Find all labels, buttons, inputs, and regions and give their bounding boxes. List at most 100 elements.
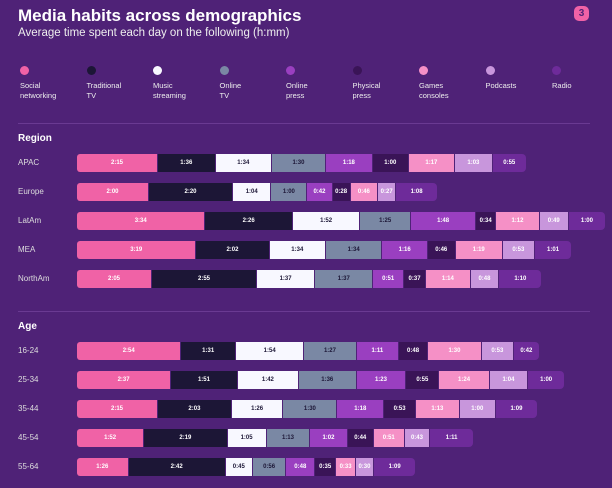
bar-segment: 1:37 bbox=[315, 270, 374, 288]
bar-segment: 1:26 bbox=[77, 458, 129, 476]
bar-segment: 1:00 bbox=[528, 371, 565, 389]
stacked-bar: 3:34 2:26 1:52 1:25 1:48 0:34 1:12 0:49 1:00 bbox=[77, 212, 605, 230]
bar-segment: 1:24 bbox=[439, 371, 490, 389]
bar-segment: 1:18 bbox=[325, 154, 373, 172]
stacked-bar: 2:54 1:31 1:54 1:27 1:11 0:48 1:30 0:53 0:42 bbox=[77, 342, 539, 360]
row-label: 25-34 bbox=[18, 375, 39, 384]
bar-segment: 0:44 bbox=[347, 429, 374, 447]
bar-segment: 1:01 bbox=[534, 241, 572, 259]
bar-segment: 1:09 bbox=[495, 400, 538, 418]
row-label: 55-64 bbox=[18, 462, 39, 471]
legend-swatch bbox=[286, 66, 295, 75]
bar-segment: 1:00 bbox=[372, 154, 409, 172]
legend-label: Music streaming bbox=[153, 81, 186, 100]
row-label: LatAm bbox=[18, 216, 42, 225]
bar-segment: 1:30 bbox=[283, 400, 338, 418]
bar-segment: 1:19 bbox=[455, 241, 503, 259]
legend-swatch bbox=[552, 66, 561, 75]
bar-segment: 0:55 bbox=[406, 371, 440, 389]
legend-item: Social networking bbox=[20, 66, 86, 101]
stacked-bar: 2:15 2:03 1:26 1:30 1:18 0:53 1:13 1:00 1:09 bbox=[77, 400, 538, 418]
stacked-bar: 2:37 1:51 1:42 1:36 1:23 0:55 1:24 1:04 1:00 bbox=[77, 371, 565, 389]
section-heading: Age bbox=[18, 321, 37, 332]
chart-subtitle: Average time spent each day on the follo… bbox=[18, 27, 290, 39]
legend-swatch bbox=[219, 66, 229, 75]
stacked-bar: 1:52 2:19 1:05 1:13 1:02 0:44 0:51 0:43 1:11 bbox=[77, 429, 473, 447]
bar-segment: 0:56 bbox=[252, 458, 287, 476]
bar-segment: 1:00 bbox=[271, 183, 308, 201]
stacked-bar: 2:00 2:20 1:04 1:00 0:42 0:28 0:46 0:27 1:08 bbox=[77, 183, 437, 201]
bar-segment: 0:34 bbox=[475, 212, 497, 230]
bar-segment: 2:05 bbox=[77, 270, 152, 288]
bar-segment: 1:31 bbox=[181, 342, 236, 360]
bar-segment: 2:20 bbox=[149, 183, 233, 201]
chart-title: Media habits across demographics bbox=[18, 6, 302, 25]
bar-segment: 1:34 bbox=[215, 154, 272, 172]
bar-segment: 2:19 bbox=[144, 429, 228, 447]
bar-segment: 0:53 bbox=[481, 342, 514, 360]
bar-segment: 1:04 bbox=[489, 371, 529, 389]
bar-segment: 0:30 bbox=[355, 458, 374, 476]
legend-label: Online press bbox=[286, 81, 308, 100]
bar-segment: 1:14 bbox=[426, 270, 471, 288]
legend-item: Music streaming bbox=[153, 66, 219, 101]
bar-segment: 2:03 bbox=[158, 400, 232, 418]
bar-segment: 1:02 bbox=[310, 429, 348, 447]
bar-segment: 1:12 bbox=[496, 212, 540, 230]
bar-segment: 2:15 bbox=[77, 400, 158, 418]
bar-segment: 2:15 bbox=[77, 154, 158, 172]
bar-segment: 2:26 bbox=[205, 212, 293, 230]
bar-segment: 2:02 bbox=[196, 241, 270, 259]
bar-segment: 2:42 bbox=[128, 458, 226, 476]
bar-segment: 1:00 bbox=[568, 212, 605, 230]
legend-item: Radio bbox=[552, 66, 612, 91]
bar-segment: 2:37 bbox=[77, 371, 172, 389]
bar-segment: 0:37 bbox=[403, 270, 427, 288]
divider bbox=[18, 311, 590, 312]
legend-item: Traditional TV bbox=[86, 66, 153, 101]
bar-segment: 1:00 bbox=[459, 400, 496, 418]
stacked-bar: 2:15 1:36 1:34 1:30 1:18 1:00 1:17 1:03 0:55 bbox=[77, 154, 526, 172]
bar-segment: 0:42 bbox=[513, 342, 539, 360]
bar-segment: 0:48 bbox=[470, 270, 500, 288]
bar-segment: 1:05 bbox=[227, 429, 267, 447]
bar-segment: 1:30 bbox=[427, 342, 482, 360]
bar-segment: 1:17 bbox=[408, 154, 455, 172]
row-label: APAC bbox=[18, 158, 40, 167]
stacked-bar: 3:19 2:02 1:34 1:34 1:16 0:46 1:19 0:53 1:01 bbox=[77, 241, 572, 259]
bar-segment: 0:51 bbox=[373, 429, 405, 447]
bar-segment: 0:51 bbox=[373, 270, 404, 288]
row-label: 16-24 bbox=[18, 346, 39, 355]
legend-label: Social networking bbox=[20, 81, 57, 100]
stacked-bar: 1:26 2:42 0:45 0:56 0:48 0:35 0:33 0:30 1:09 bbox=[77, 458, 416, 476]
legend-label: Physical press bbox=[352, 81, 381, 100]
bar-segment: 1:23 bbox=[356, 371, 407, 389]
row-label: 45-54 bbox=[18, 433, 39, 442]
bar-segment: 1:11 bbox=[356, 342, 400, 360]
bar-segment: 0:42 bbox=[307, 183, 333, 201]
bar-segment: 2:55 bbox=[152, 270, 257, 288]
bar-segment: 0:45 bbox=[225, 458, 253, 476]
legend-label: Traditional TV bbox=[86, 81, 122, 100]
bar-segment: 3:34 bbox=[77, 212, 206, 230]
legend-swatch bbox=[419, 66, 428, 75]
bar-segment: 0:27 bbox=[378, 183, 397, 201]
bar-segment: 0:55 bbox=[492, 154, 526, 172]
bar-segment: 3:19 bbox=[77, 241, 197, 259]
bar-segment: 0:46 bbox=[350, 183, 379, 201]
legend-item: Online TV bbox=[219, 66, 286, 101]
bar-segment: 1:13 bbox=[415, 400, 460, 418]
bar-segment: 1:54 bbox=[235, 342, 305, 360]
divider bbox=[18, 123, 590, 124]
bar-segment: 0:48 bbox=[399, 342, 428, 360]
stacked-bar: 2:05 2:55 1:37 1:37 0:51 0:37 1:14 0:48 1:10 bbox=[77, 270, 542, 288]
legend-swatch bbox=[153, 66, 162, 75]
bar-segment: 1:42 bbox=[237, 371, 299, 389]
bar-segment: 1:09 bbox=[373, 458, 416, 476]
bar-segment: 0:48 bbox=[286, 458, 316, 476]
bar-segment: 1:34 bbox=[269, 241, 326, 259]
legend-item: Online press bbox=[286, 66, 352, 101]
bar-segment: 0:49 bbox=[539, 212, 569, 230]
bar-segment: 1:27 bbox=[304, 342, 357, 360]
bar-segment: 1:04 bbox=[233, 183, 272, 201]
